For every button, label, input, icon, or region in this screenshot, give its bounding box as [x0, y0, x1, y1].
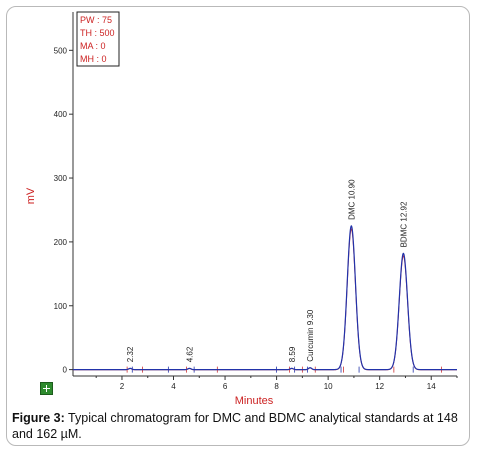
x-tick-label-0: 2 [120, 382, 125, 391]
param-ma: MA : 0 [80, 41, 106, 51]
peak-label-5: BDMC 12.92 [399, 201, 408, 247]
trace-blue [73, 225, 457, 371]
x-axis-label: Minutes [235, 395, 274, 407]
y-tick-label-2: 200 [54, 238, 68, 247]
peak-label-1: 4.62 [186, 346, 195, 362]
axes [72, 12, 457, 377]
caption-text: Typical chromatogram for DMC and BDMC an… [12, 411, 458, 441]
peak-labels: 2.32 4.62 8.59 Curcumin 9.30 DMC 10.90 BDMC 1… [126, 179, 408, 362]
peak-label-2: 8.59 [288, 346, 297, 362]
y-tick-label-0: 0 [63, 366, 68, 375]
x-tick-label-3: 8 [274, 382, 279, 391]
y-tick-label-1: 100 [54, 302, 68, 311]
y-tick-label-3: 300 [54, 174, 68, 183]
y-tick-label-5: 500 [54, 46, 68, 55]
x-tick-label-4: 10 [324, 382, 333, 391]
x-tick-label-5: 12 [375, 382, 384, 391]
x-tick-label-6: 14 [427, 382, 436, 391]
param-th: TH : 500 [80, 28, 115, 38]
x-tick-label-2: 6 [223, 382, 228, 391]
peak-label-0: 2.32 [126, 346, 135, 362]
caption-prefix: Figure 3: [12, 411, 65, 425]
chromatogram-chart: 0 100 200 300 400 500 2 4 6 8 10 12 14 2.32 4.62 8.59… [25, 11, 458, 407]
peak-label-4: DMC 10.90 [347, 179, 356, 220]
parameter-box: PW : 75 TH : 500 MA : 0 MH : 0 [76, 11, 120, 67]
expand-icon[interactable] [40, 382, 53, 395]
param-mh: MH : 0 [80, 54, 107, 64]
y-axis-label: mV [25, 187, 37, 204]
x-ticks: 2 4 6 8 10 12 14 [95, 376, 458, 391]
param-pw: PW : 75 [80, 15, 112, 25]
figure-caption: Figure 3: Typical chromatogram for DMC a… [12, 410, 468, 442]
y-tick-label-4: 400 [54, 110, 68, 119]
y-ticks: 0 100 200 300 400 500 [54, 46, 73, 375]
figure-frame [6, 6, 470, 446]
peak-label-3: Curcumin 9.30 [306, 309, 315, 362]
x-tick-label-1: 4 [171, 382, 176, 391]
